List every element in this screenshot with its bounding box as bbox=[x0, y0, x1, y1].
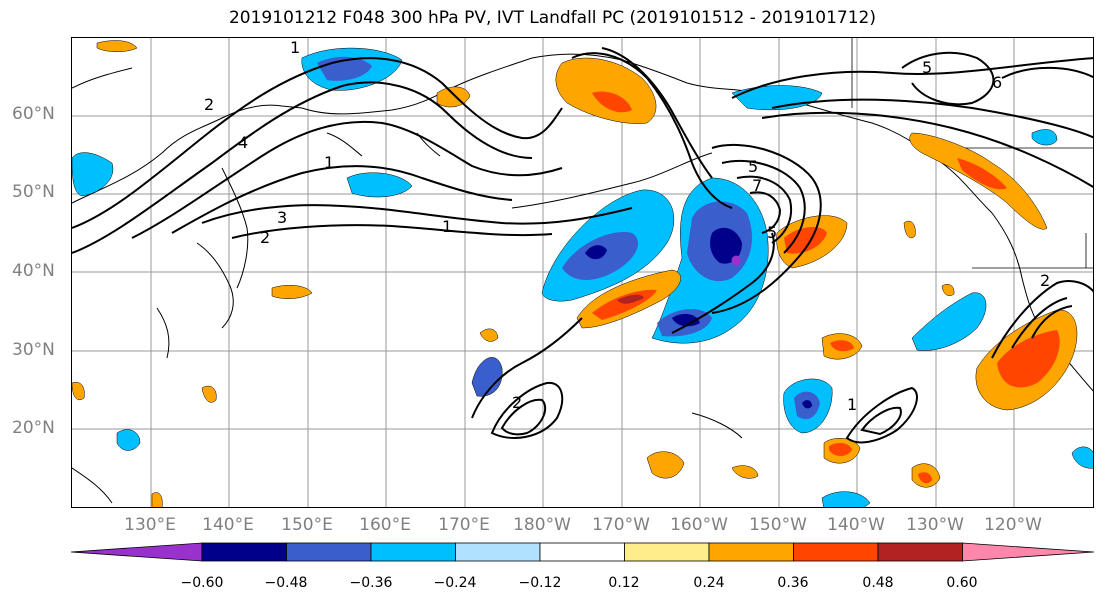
lat-label-20n: 20°N bbox=[12, 418, 55, 438]
colorbar-tick: −0.60 bbox=[180, 575, 224, 591]
lon-label-130w: 130°W bbox=[906, 515, 964, 535]
lon-label-150e: 150°E bbox=[281, 515, 333, 535]
contour-label: 5 bbox=[767, 223, 777, 242]
colorbar-segment bbox=[370, 542, 456, 562]
colorbar-tick: 0.24 bbox=[693, 575, 725, 591]
colorbar-tick: −0.36 bbox=[349, 575, 393, 591]
colorbar-segment bbox=[624, 542, 710, 562]
colorbar-segment bbox=[70, 542, 203, 562]
colorbar-tick: 0.36 bbox=[777, 575, 809, 591]
contour-label: 1 bbox=[847, 395, 857, 414]
colorbar-tick: −0.24 bbox=[433, 575, 477, 591]
contour-label: 5 bbox=[748, 157, 758, 176]
colorbar-tick: 0.60 bbox=[946, 575, 978, 591]
lon-label-160w: 160°W bbox=[670, 515, 728, 535]
ivt-contours bbox=[72, 47, 1093, 444]
lat-label-40n: 40°N bbox=[12, 261, 55, 281]
contour-labels: 1 2 1 2 3 4 5 7 5 1 2 1 5 6 2 bbox=[204, 38, 1050, 414]
colorbar-tick: −0.12 bbox=[518, 575, 562, 591]
colorbar-segment bbox=[708, 542, 794, 562]
map-title: 2019101212 F048 300 hPa PV, IVT Landfall… bbox=[228, 8, 876, 28]
pc-shading bbox=[72, 40, 1093, 507]
colorbar-segment bbox=[286, 542, 372, 562]
colorbar-tick: −0.48 bbox=[264, 575, 308, 591]
lon-label-170w: 170°W bbox=[592, 515, 650, 535]
lat-label-30n: 30°N bbox=[12, 340, 55, 360]
colorbar-segment bbox=[455, 542, 541, 562]
contour-label: 4 bbox=[238, 133, 248, 152]
lat-label-60n: 60°N bbox=[12, 104, 55, 124]
contour-label: 1 bbox=[324, 153, 334, 172]
lon-label-180w: 180°W bbox=[513, 515, 571, 535]
contour-label: 3 bbox=[277, 208, 287, 227]
lon-label-170e: 170°E bbox=[438, 515, 490, 535]
lon-label-160e: 160°E bbox=[359, 515, 411, 535]
map-canvas: 1 2 1 2 3 4 5 7 5 1 2 1 5 6 2 bbox=[72, 38, 1093, 507]
lon-label-130e: 130°E bbox=[124, 515, 176, 535]
contour-label: 2 bbox=[260, 228, 270, 247]
lon-label-140e: 140°E bbox=[202, 515, 254, 535]
contour-label: 5 bbox=[922, 58, 932, 77]
lat-label-50n: 50°N bbox=[12, 182, 55, 202]
colorbar-tick: 0.48 bbox=[862, 575, 894, 591]
lon-label-120w: 120°W bbox=[984, 515, 1042, 535]
colorbar-segment bbox=[877, 542, 963, 562]
contour-label: 2 bbox=[204, 95, 214, 114]
contour-label: 1 bbox=[290, 38, 300, 57]
colorbar-segment bbox=[539, 542, 625, 562]
lon-label-140w: 140°W bbox=[827, 515, 885, 535]
contour-label: 1 bbox=[442, 217, 452, 236]
colorbar-segment bbox=[201, 542, 287, 562]
contour-label: 7 bbox=[752, 176, 762, 195]
coastlines bbox=[72, 53, 1093, 504]
lon-label-150w: 150°W bbox=[749, 515, 807, 535]
contour-label: 6 bbox=[992, 73, 1002, 92]
colorbar bbox=[70, 542, 1095, 562]
colorbar-segment bbox=[962, 542, 1095, 562]
contour-label: 2 bbox=[1040, 271, 1050, 290]
map-panel: 1 2 1 2 3 4 5 7 5 1 2 1 5 6 2 bbox=[71, 37, 1094, 508]
colorbar-tick: 0.12 bbox=[608, 575, 640, 591]
colorbar-segment bbox=[793, 542, 879, 562]
contour-label: 2 bbox=[512, 393, 522, 412]
